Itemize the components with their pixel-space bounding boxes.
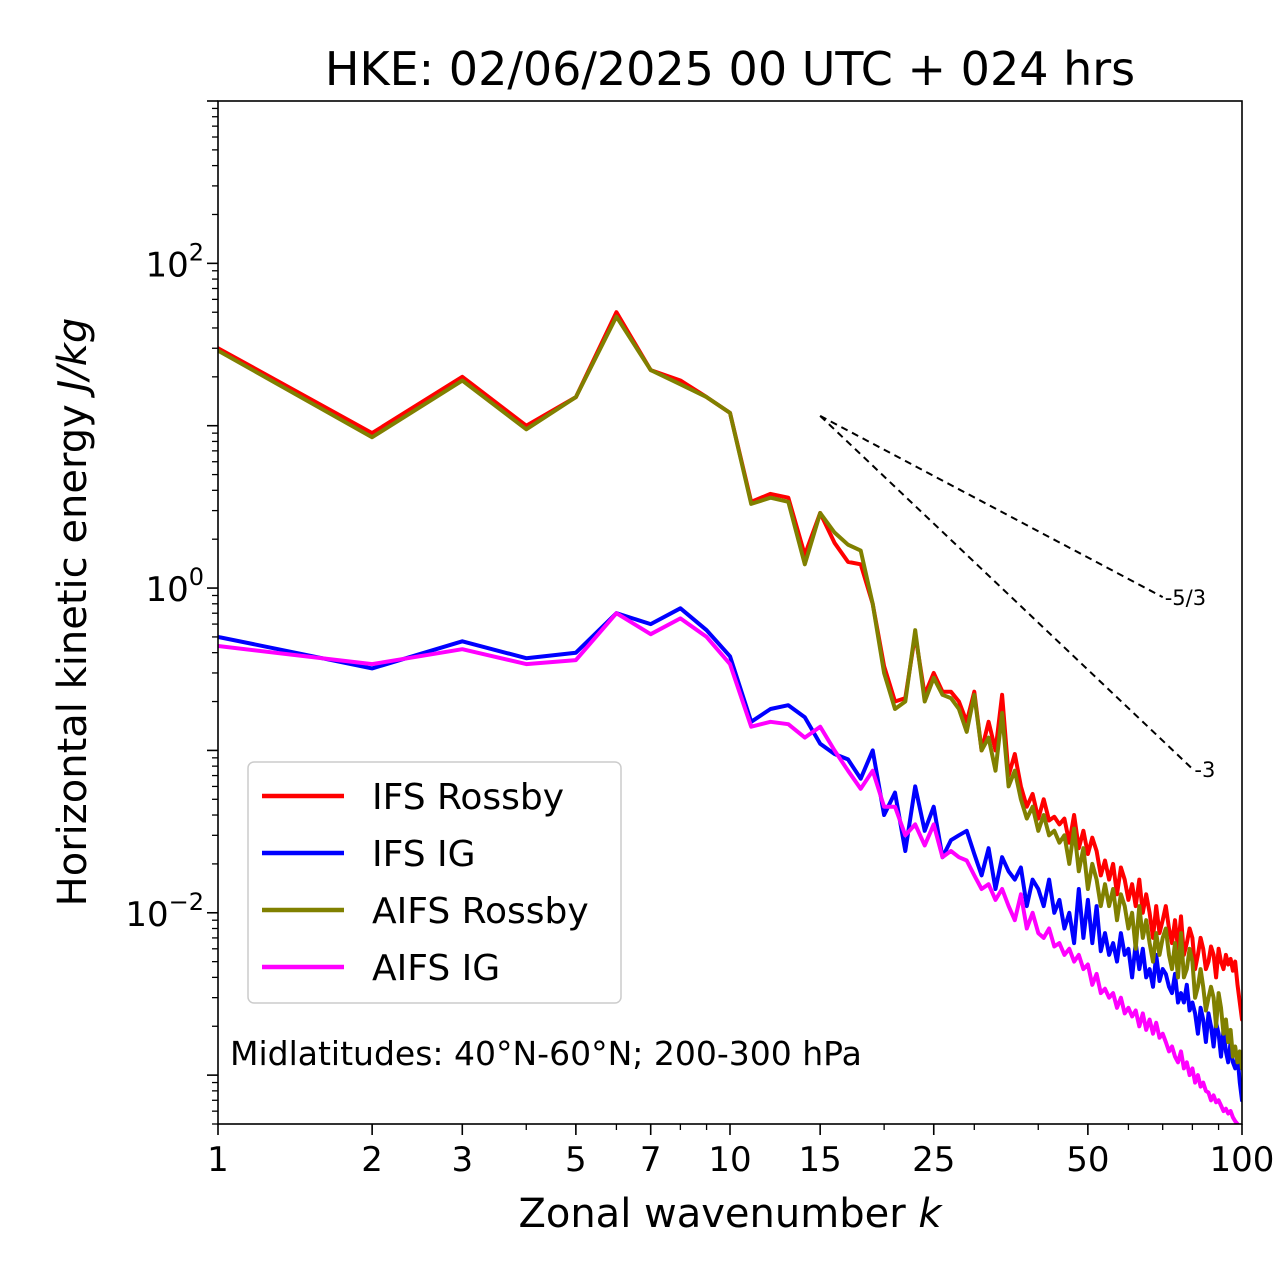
series-line-3 bbox=[218, 611, 1240, 1124]
y-tick-base: 10 bbox=[125, 895, 168, 935]
series-line-0 bbox=[218, 310, 1242, 1022]
y-axis-label-units: J/kg bbox=[50, 318, 96, 399]
x-tick-label: 2 bbox=[361, 1140, 383, 1180]
legend: IFS Rossby IFS IG AIFS Rossby AIFS IG bbox=[247, 761, 622, 1004]
x-tick-label: 25 bbox=[912, 1140, 955, 1180]
legend-box bbox=[247, 761, 622, 1004]
legend-label-0: IFS Rossby bbox=[372, 777, 564, 818]
reference-slope-lines: -5/3 -3 bbox=[819, 414, 1215, 782]
reference-line-label-0: -5/3 bbox=[1165, 586, 1206, 610]
y-tick-exponent: 2 bbox=[189, 238, 204, 266]
series-line-2 bbox=[218, 314, 1242, 1071]
legend-label-2: AIFS Rossby bbox=[372, 891, 589, 932]
y-tick-label: 100 bbox=[145, 563, 204, 610]
y-axis-label-text: Horizontal kinetic energy bbox=[50, 404, 96, 906]
x-tick-label: 1 bbox=[207, 1140, 229, 1180]
y-tick-base: 10 bbox=[145, 245, 188, 285]
y-tick-label: 10−2 bbox=[125, 888, 204, 935]
x-axis: 1 2 3 5 7 10 15 25 50 100 bbox=[207, 1124, 1274, 1180]
series-layer bbox=[218, 310, 1242, 1124]
y-tick-label: 102 bbox=[145, 238, 204, 285]
x-tick-label: 10 bbox=[708, 1140, 751, 1180]
y-tick-exponent: 0 bbox=[189, 563, 204, 591]
y-tick-exponent: −2 bbox=[169, 888, 204, 916]
x-tick-label: 3 bbox=[451, 1140, 473, 1180]
reference-line-label-1: -3 bbox=[1194, 758, 1215, 782]
x-axis-label: Zonal wavenumber k bbox=[518, 1191, 943, 1237]
series-line-1 bbox=[218, 606, 1242, 1103]
legend-label-1: IFS IG bbox=[372, 834, 476, 875]
y-tick-base: 10 bbox=[145, 570, 188, 610]
reference-line-0 bbox=[819, 414, 1164, 598]
x-tick-label: 15 bbox=[799, 1140, 842, 1180]
x-tick-label: 100 bbox=[1210, 1140, 1275, 1180]
x-tick-label: 5 bbox=[565, 1140, 587, 1180]
x-axis-label-var: k bbox=[918, 1191, 943, 1237]
x-axis-label-text: Zonal wavenumber bbox=[518, 1191, 906, 1237]
x-tick-label: 50 bbox=[1066, 1140, 1109, 1180]
region-annotation: Midlatitudes: 40°N-60°N; 200-300 hPa bbox=[230, 1034, 862, 1073]
reference-line-1 bbox=[819, 415, 1194, 770]
chart-title: HKE: 02/06/2025 00 UTC + 024 hrs bbox=[325, 42, 1135, 96]
legend-label-3: AIFS IG bbox=[372, 948, 500, 989]
x-tick-label: 7 bbox=[640, 1140, 662, 1180]
y-axis-label: Horizontal kinetic energy J/kg bbox=[50, 318, 96, 907]
